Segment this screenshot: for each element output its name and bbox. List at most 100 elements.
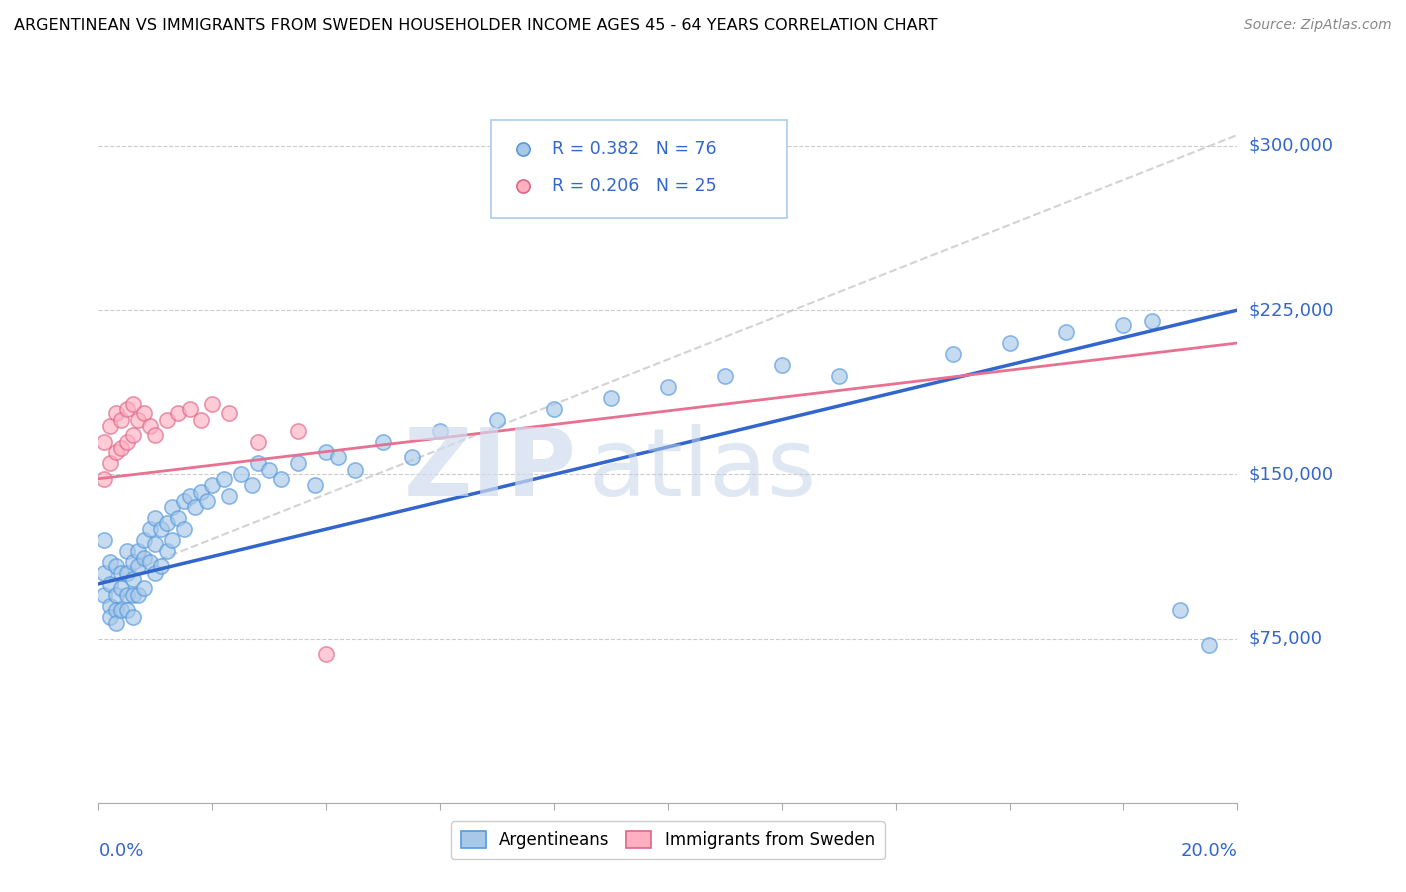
Point (150, 522, 173, 536)
Point (167, 406, 190, 420)
Text: $225,000: $225,000 (1249, 301, 1334, 319)
Point (1170, 603, 1192, 617)
Point (156, 544, 179, 558)
Point (115, 588, 138, 602)
Point (104, 559, 127, 574)
Text: $150,000: $150,000 (1249, 466, 1333, 483)
Point (110, 412, 132, 426)
Point (98, 555, 121, 569)
Text: $300,000: $300,000 (1249, 137, 1333, 155)
Point (145, 428, 167, 442)
Point (110, 441, 132, 455)
Point (121, 609, 143, 624)
Point (115, 566, 138, 580)
Point (138, 522, 160, 536)
Text: Source: ZipAtlas.com: Source: ZipAtlas.com (1244, 18, 1392, 32)
Point (1056, 325, 1078, 339)
Point (212, 472, 235, 486)
Point (287, 457, 309, 471)
Point (127, 559, 149, 574)
Point (110, 566, 132, 580)
Point (1198, 638, 1220, 652)
Point (98, 419, 121, 434)
Point (657, 380, 679, 394)
Point (195, 493, 218, 508)
Point (104, 603, 127, 617)
Text: R = 0.206   N = 25: R = 0.206 N = 25 (551, 178, 716, 195)
Point (942, 347, 965, 361)
Point (121, 428, 143, 442)
Point (315, 445, 337, 459)
Point (401, 450, 423, 464)
Point (132, 581, 155, 595)
Point (127, 588, 149, 602)
Point (179, 489, 201, 503)
Point (1140, 314, 1163, 328)
Point (104, 445, 127, 459)
Point (132, 533, 155, 547)
Text: 20.0%: 20.0% (1181, 842, 1237, 860)
Point (93, 434, 115, 449)
Point (138, 419, 160, 434)
Legend: Argentineans, Immigrants from Sweden: Argentineans, Immigrants from Sweden (451, 822, 884, 860)
Point (156, 516, 179, 530)
Point (115, 603, 138, 617)
Point (162, 533, 184, 547)
Point (270, 472, 292, 486)
Point (115, 434, 138, 449)
Point (1112, 318, 1135, 333)
Point (115, 544, 138, 558)
Point (373, 434, 395, 449)
Point (93, 566, 115, 580)
Point (145, 537, 167, 551)
Point (104, 406, 127, 420)
Point (259, 463, 281, 477)
Point (246, 457, 269, 471)
Point (104, 616, 127, 631)
Point (287, 424, 309, 438)
Point (121, 397, 143, 411)
Point (315, 647, 337, 661)
Point (93, 588, 115, 602)
Point (115, 401, 138, 416)
Point (162, 500, 184, 515)
Point (173, 493, 195, 508)
Point (132, 550, 155, 565)
Point (229, 467, 252, 482)
Point (104, 588, 127, 602)
Point (828, 368, 851, 383)
Text: atlas: atlas (588, 425, 817, 516)
Text: $75,000: $75,000 (1249, 630, 1323, 648)
Point (246, 434, 269, 449)
Point (138, 555, 160, 569)
Point (184, 500, 207, 515)
Point (218, 489, 240, 503)
Point (145, 511, 167, 525)
Point (98, 609, 121, 624)
Point (179, 401, 201, 416)
Text: ARGENTINEAN VS IMMIGRANTS FROM SWEDEN HOUSEHOLDER INCOME AGES 45 - 64 YEARS CORR: ARGENTINEAN VS IMMIGRANTS FROM SWEDEN HO… (14, 18, 938, 33)
Point (218, 406, 240, 420)
Point (98, 599, 121, 613)
Point (201, 397, 224, 411)
Point (240, 478, 263, 492)
Point (543, 401, 565, 416)
Point (93, 472, 115, 486)
Text: ZIP: ZIP (404, 425, 576, 516)
Point (93, 533, 115, 547)
Point (304, 478, 326, 492)
Point (121, 573, 143, 587)
Point (156, 412, 179, 426)
Point (600, 391, 623, 405)
Point (190, 412, 212, 426)
Point (127, 412, 149, 426)
Point (326, 450, 349, 464)
Point (121, 588, 143, 602)
Point (486, 412, 509, 426)
Point (429, 424, 451, 438)
Point (150, 559, 173, 574)
Point (98, 457, 121, 471)
Point (121, 555, 143, 569)
Point (110, 581, 132, 595)
Text: 0.0%: 0.0% (98, 842, 143, 860)
